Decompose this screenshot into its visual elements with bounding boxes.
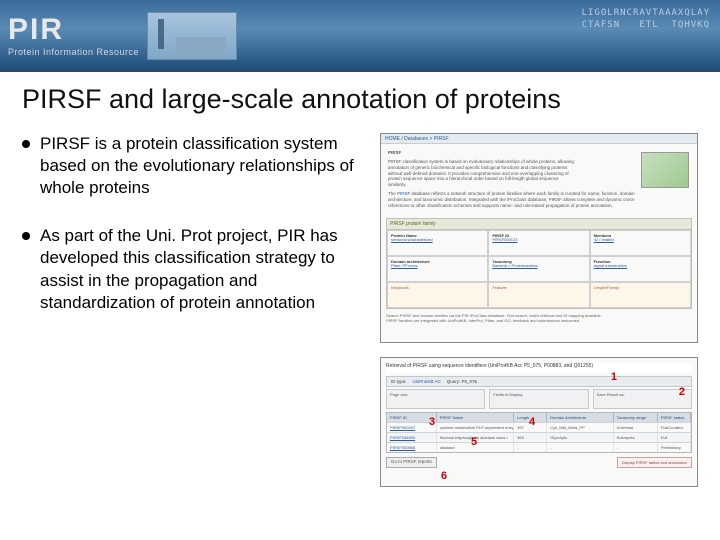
fig2-query: Query: P5_075 <box>447 379 477 384</box>
figures-column: HOME / Databases > PIRSF PIRSF PIRSF cla… <box>380 133 698 487</box>
logo-subtitle: Protein Information Resource <box>8 47 139 57</box>
bullet-text: As part of the Uni. Prot project, PIR ha… <box>40 225 362 313</box>
bullet-text: PIRSF is a protein classification system… <box>40 133 362 199</box>
fig1-cell: Protein Namesensor/uncharacterized <box>387 230 488 256</box>
fig1-cell: Length/Family: <box>590 282 691 308</box>
figure-pirsf-results: Retrieval of PIRSF using sequence identi… <box>380 357 698 487</box>
fig2-col: PIRSF Name <box>437 413 514 422</box>
bullet-dot-icon <box>22 140 30 148</box>
fig2-col: Domain Architecture <box>547 413 613 422</box>
fig2-query-bar: ID type: UniProtKB AC Query: P5_075 <box>386 376 692 387</box>
fig2-filters: Page size Fields in Display Save Result … <box>386 389 692 409</box>
fig1-link: PIRSF <box>397 191 410 196</box>
slide-body: PIRSF and large-scale annotation of prot… <box>0 72 720 497</box>
header-divider <box>0 69 720 72</box>
bullet-item: As part of the Uni. Prot project, PIR ha… <box>22 225 362 313</box>
fig1-cell: Feature: <box>488 282 589 308</box>
slide-title: PIRSF and large-scale annotation of prot… <box>22 84 698 115</box>
annotation-mark: 3 <box>429 416 435 428</box>
fig1-table-header: PIRSF protein family <box>387 219 691 230</box>
fig2-col: PIRSF status <box>658 413 691 422</box>
fig2-filter: Save Result as: <box>593 389 692 409</box>
bullet-dot-icon <box>22 232 30 240</box>
fig1-cell: Functionsignal transduction <box>590 256 691 282</box>
fig2-footer: Go to PIRSF reports Display PIRSF tables… <box>386 457 692 468</box>
logo-text-block: PIR Protein Information Resource <box>8 15 139 57</box>
annotation-mark: 1 <box>611 371 617 383</box>
logo-block: PIR Protein Information Resource <box>8 12 237 60</box>
fig1-cell: Members42 / related <box>590 230 691 256</box>
bullet-list: PIRSF is a protein classification system… <box>22 133 362 487</box>
fig1-cell: PIRSF IDPIRSF000123 <box>488 230 589 256</box>
fig1-section-title: PIRSF <box>388 150 401 155</box>
fig1-cell: Keywords: <box>387 282 488 308</box>
content-row: PIRSF is a protein classification system… <box>22 133 698 487</box>
fig1-cell: TaxonomyBacteria > Proteobacteria <box>488 256 589 282</box>
bullet-item: PIRSF is a protein classification system… <box>22 133 362 199</box>
fig2-legend: Display PIRSF tables and annotation <box>617 457 692 468</box>
slide-header: PIR Protein Information Resource LIGOLRN… <box>0 0 720 72</box>
fig1-cell: Domain architecturePfam: PFxxxxx <box>387 256 488 282</box>
fig1-paragraph: PIRSF classification system is based on … <box>388 159 578 188</box>
fig1-cells-row2: Keywords: Feature: Length/Family: <box>387 282 691 308</box>
fig1-breadcrumb: HOME / Databases > PIRSF <box>381 134 697 144</box>
fig1-thumbnail-image <box>641 152 689 188</box>
fig1-cells-row1: Protein Namesensor/uncharacterized PIRSF… <box>387 230 691 282</box>
fig2-filter: Page size <box>386 389 485 409</box>
fig2-col: Taxonomy range <box>614 413 658 422</box>
annotation-mark: 6 <box>441 470 447 482</box>
fig1-table: PIRSF protein family Protein Namesensor/… <box>386 218 692 309</box>
annotation-mark: 4 <box>529 416 535 428</box>
fig2-filter: Fields in Display <box>489 389 588 409</box>
fig2-idtype-value: UniProtKB AC <box>413 379 441 384</box>
table-row: PIRSF038995 fructose-bisphosphate aldola… <box>387 432 691 442</box>
table-row: PIRSF000868 aldolase - - - Preliminary <box>387 442 691 452</box>
fig2-button: Go to PIRSF reports <box>386 457 437 468</box>
logo-image <box>147 12 237 60</box>
header-sequence-text: LIGOLRNCRAVTAAAXQLAY CTAFSN ETL TQHVKQ <box>582 8 710 31</box>
figure-pirsf-page: HOME / Databases > PIRSF PIRSF PIRSF cla… <box>380 133 698 343</box>
fig1-paragraph: The PIRSF database reflects a network st… <box>388 191 638 209</box>
fig1-footer-text: Search PIRSF and browse families via the… <box>386 313 692 323</box>
fig2-title: Retrieval of PIRSF using sequence identi… <box>386 363 692 373</box>
fig2-idtype-label: ID type: <box>391 379 407 384</box>
logo-title: PIR <box>8 15 139 45</box>
annotation-mark: 2 <box>679 386 685 398</box>
annotation-mark: 5 <box>471 436 477 448</box>
